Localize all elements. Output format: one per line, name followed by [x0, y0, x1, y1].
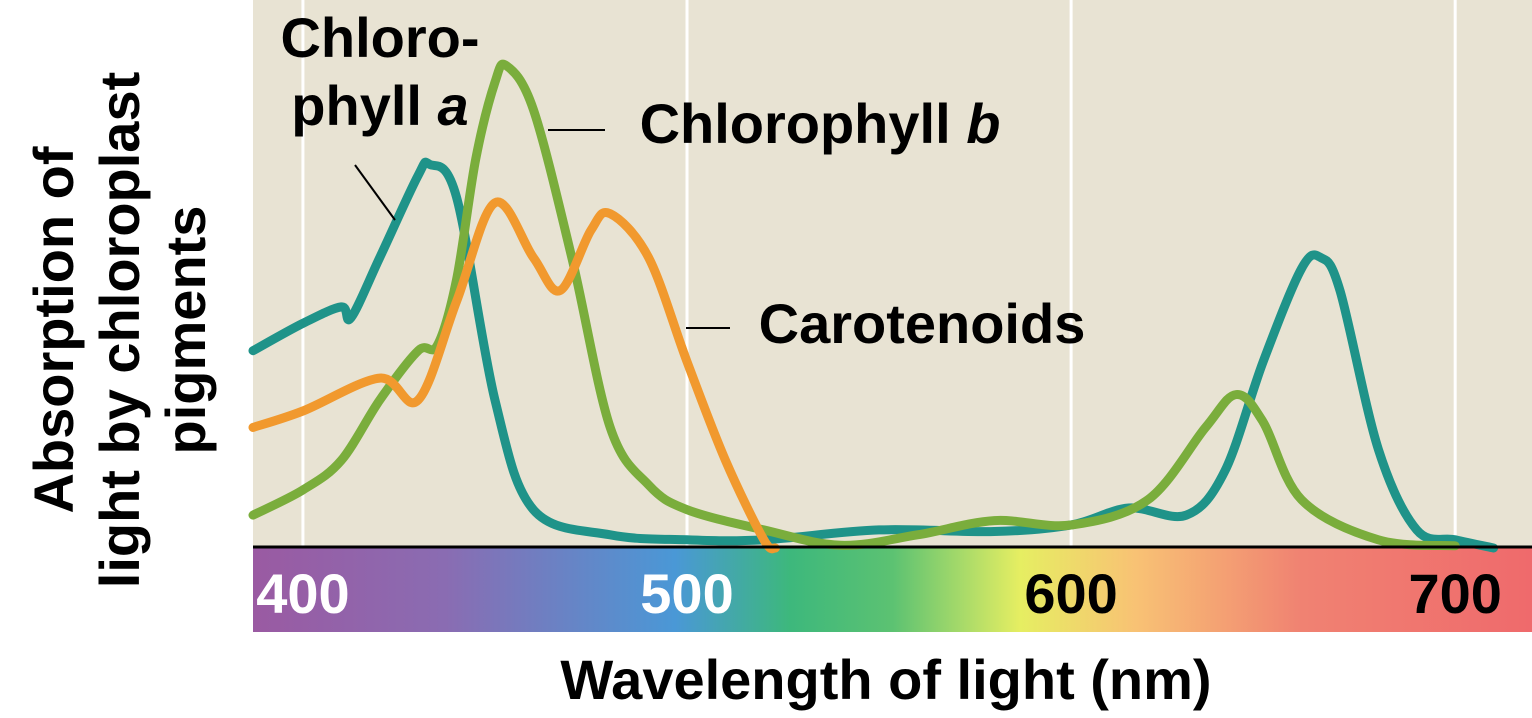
x-tick-label: 500 — [640, 562, 733, 625]
line-series — [248, 157, 1499, 553]
y-axis-label: Absorption of — [22, 146, 85, 513]
x-tick-label: 700 — [1408, 562, 1501, 625]
x-tick-label: 600 — [1024, 562, 1117, 625]
series-label: Chlorophyll b — [640, 92, 1001, 155]
series-label: phyll a — [291, 74, 468, 137]
x-axis-label: Wavelength of light (nm) — [560, 648, 1211, 711]
line-series — [248, 59, 1460, 551]
series-label: Carotenoids — [759, 292, 1086, 355]
y-axis-label: light by chloroplast — [88, 72, 151, 588]
spectrum-bar — [253, 548, 1532, 632]
line-series — [248, 197, 780, 554]
y-axis-label: pigments — [154, 206, 217, 455]
series-label: Chloro- — [280, 6, 479, 69]
x-tick-label: 400 — [256, 562, 349, 625]
leader-line — [354, 164, 396, 221]
